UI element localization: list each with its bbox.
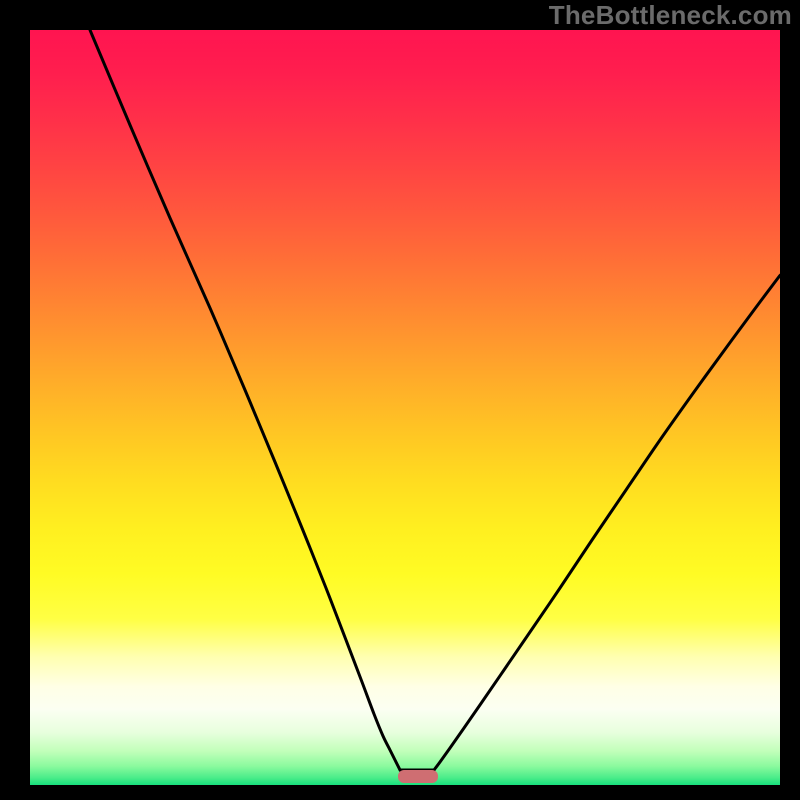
border-right	[780, 0, 800, 800]
border-left	[0, 0, 30, 800]
chart-frame: TheBottleneck.com	[0, 0, 800, 800]
plot-svg	[30, 30, 780, 785]
plot-area	[30, 30, 780, 785]
watermark-text: TheBottleneck.com	[549, 0, 792, 31]
gradient-background	[30, 30, 780, 785]
border-bottom	[0, 785, 800, 800]
trough-marker	[398, 770, 438, 783]
